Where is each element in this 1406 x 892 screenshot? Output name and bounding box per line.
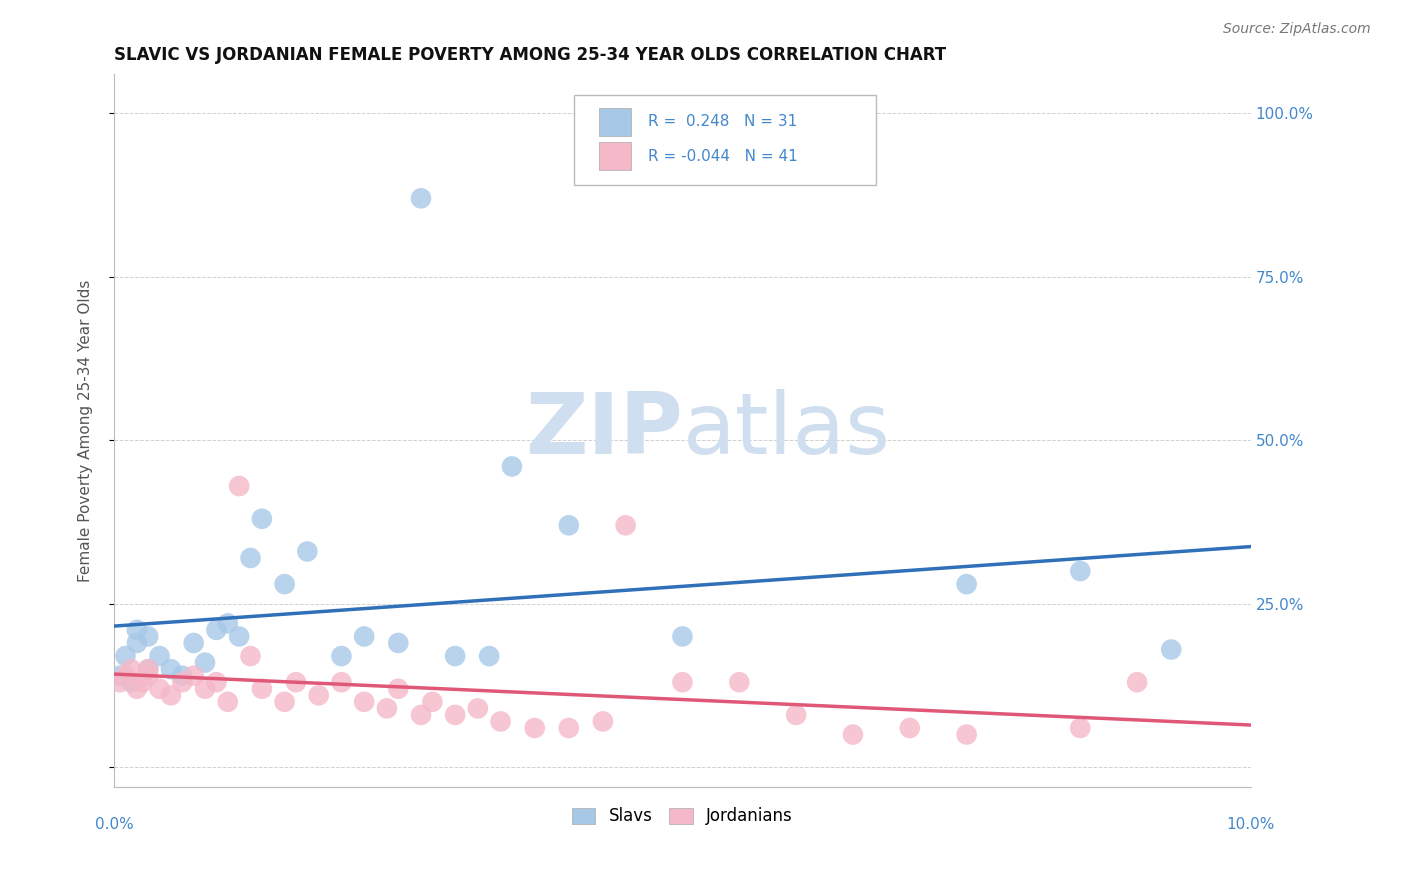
Jordanians [136, 668, 159, 682]
Jordanians [172, 675, 194, 690]
Slavs [387, 636, 409, 650]
Slavs [217, 616, 239, 631]
Jordanians [671, 675, 693, 690]
Slavs [956, 577, 979, 591]
Jordanians [614, 518, 637, 533]
Slavs [353, 630, 375, 644]
Slavs [501, 459, 523, 474]
Jordanians [285, 675, 308, 690]
Slavs [125, 636, 148, 650]
Jordanians [120, 662, 142, 676]
Jordanians [444, 707, 467, 722]
Text: R =  0.248   N = 31: R = 0.248 N = 31 [648, 114, 797, 129]
Jordanians [1069, 721, 1091, 735]
Slavs [273, 577, 295, 591]
Slavs [205, 623, 228, 637]
FancyBboxPatch shape [599, 142, 631, 170]
Jordanians [387, 681, 409, 696]
Slavs [160, 662, 183, 676]
Jordanians [489, 714, 512, 729]
Text: atlas: atlas [682, 389, 890, 472]
Jordanians [353, 695, 375, 709]
Slavs [671, 630, 693, 644]
Slavs [478, 649, 501, 664]
Jordanians [467, 701, 489, 715]
Jordanians [108, 675, 131, 690]
Text: Source: ZipAtlas.com: Source: ZipAtlas.com [1223, 22, 1371, 37]
Jordanians [422, 695, 444, 709]
Jordanians [125, 681, 148, 696]
Text: ZIP: ZIP [524, 389, 682, 472]
Jordanians [250, 681, 273, 696]
Slavs [194, 656, 217, 670]
FancyBboxPatch shape [599, 108, 631, 136]
Slavs [108, 668, 131, 682]
Slavs [1160, 642, 1182, 657]
Slavs [125, 623, 148, 637]
Legend: Slavs, Jordanians: Slavs, Jordanians [565, 801, 800, 832]
Jordanians [239, 649, 262, 664]
Y-axis label: Female Poverty Among 25-34 Year Olds: Female Poverty Among 25-34 Year Olds [79, 279, 93, 582]
Slavs [183, 636, 205, 650]
Jordanians [205, 675, 228, 690]
Slavs [136, 662, 159, 676]
Jordanians [148, 681, 170, 696]
Slavs [558, 518, 581, 533]
Jordanians [1126, 675, 1149, 690]
Jordanians [409, 707, 432, 722]
Jordanians [136, 662, 159, 676]
Jordanians [592, 714, 614, 729]
Jordanians [160, 688, 183, 702]
Slavs [239, 551, 262, 566]
Jordanians [558, 721, 581, 735]
Jordanians [842, 727, 865, 741]
Jordanians [131, 675, 153, 690]
Jordanians [898, 721, 921, 735]
Slavs [444, 649, 467, 664]
Text: 10.0%: 10.0% [1226, 817, 1275, 832]
Text: 0.0%: 0.0% [94, 817, 134, 832]
Jordanians [273, 695, 295, 709]
Jordanians [523, 721, 546, 735]
Jordanians [194, 681, 217, 696]
Jordanians [330, 675, 353, 690]
Jordanians [228, 479, 250, 493]
Slavs [120, 675, 142, 690]
Jordanians [375, 701, 398, 715]
Jordanians [728, 675, 751, 690]
Slavs [148, 649, 170, 664]
Text: R = -0.044   N = 41: R = -0.044 N = 41 [648, 149, 799, 163]
Jordanians [217, 695, 239, 709]
Jordanians [956, 727, 979, 741]
Slavs [330, 649, 353, 664]
Slavs [228, 630, 250, 644]
Jordanians [785, 707, 807, 722]
Slavs [172, 668, 194, 682]
Jordanians [308, 688, 330, 702]
Slavs [1069, 564, 1091, 578]
Slavs [297, 544, 319, 558]
Text: SLAVIC VS JORDANIAN FEMALE POVERTY AMONG 25-34 YEAR OLDS CORRELATION CHART: SLAVIC VS JORDANIAN FEMALE POVERTY AMONG… [114, 46, 946, 64]
Slavs [409, 191, 432, 205]
Slavs [114, 649, 136, 664]
Jordanians [114, 668, 136, 682]
Slavs [136, 630, 159, 644]
FancyBboxPatch shape [575, 95, 876, 185]
Slavs [250, 512, 273, 526]
Jordanians [183, 668, 205, 682]
